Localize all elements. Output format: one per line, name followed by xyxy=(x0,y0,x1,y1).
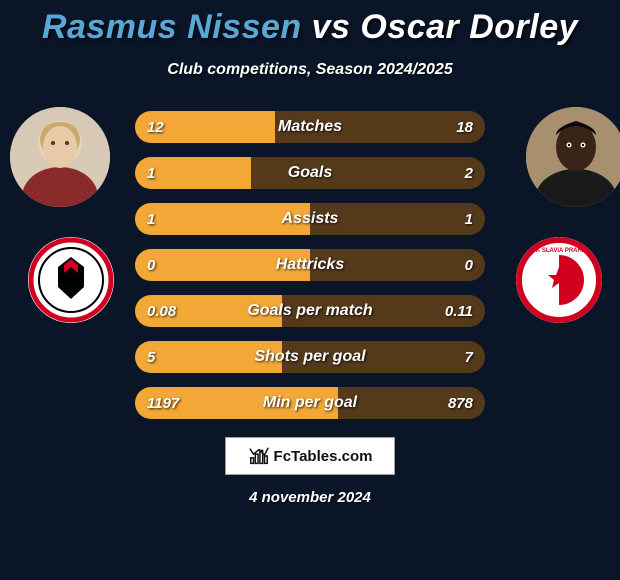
stat-label: Goals xyxy=(135,157,485,189)
title-right: vs Oscar Dorley xyxy=(312,8,578,46)
stat-row: 1197878Min per goal xyxy=(135,387,485,419)
club-left-crest xyxy=(28,237,114,323)
stat-label: Hattricks xyxy=(135,249,485,281)
stat-label: Goals per match xyxy=(135,295,485,327)
avatar-placeholder-icon xyxy=(526,107,620,207)
page-title: Rasmus Nissen vs Oscar Dorley xyxy=(0,0,620,47)
comparison-content: SK SLAVIA PRAHA 1218Matches 12Goals 11Assi… xyxy=(0,107,620,419)
stat-label: Assists xyxy=(135,203,485,235)
stat-row: 11Assists xyxy=(135,203,485,235)
stat-row: 57Shots per goal xyxy=(135,341,485,373)
stats-bars: 1218Matches 12Goals 11Assists 00Hattricks 0.… xyxy=(135,107,485,419)
stat-row: 0.080.11Goals per match xyxy=(135,295,485,327)
player-right-avatar xyxy=(526,107,620,207)
subtitle: Club competitions, Season 2024/2025 xyxy=(0,61,620,79)
eintracht-crest-icon xyxy=(28,237,114,323)
player-left-avatar xyxy=(10,107,110,207)
stat-row: 12Goals xyxy=(135,157,485,189)
stat-row: 00Hattricks xyxy=(135,249,485,281)
chart-icon xyxy=(248,445,270,467)
slavia-crest-icon: SK SLAVIA PRAHA xyxy=(516,237,602,323)
avatar-placeholder-icon xyxy=(10,107,110,207)
branding-label: FcTables.com xyxy=(274,448,373,465)
stat-label: Shots per goal xyxy=(135,341,485,373)
footer-date: 4 november 2024 xyxy=(0,489,620,506)
branding-badge[interactable]: FcTables.com xyxy=(225,437,395,475)
title-left: Rasmus Nissen xyxy=(42,8,312,46)
stat-row: 1218Matches xyxy=(135,111,485,143)
club-right-crest: SK SLAVIA PRAHA xyxy=(516,237,602,323)
svg-text:SK SLAVIA PRAHA: SK SLAVIA PRAHA xyxy=(532,248,587,254)
stat-label: Matches xyxy=(135,111,485,143)
stat-label: Min per goal xyxy=(135,387,485,419)
